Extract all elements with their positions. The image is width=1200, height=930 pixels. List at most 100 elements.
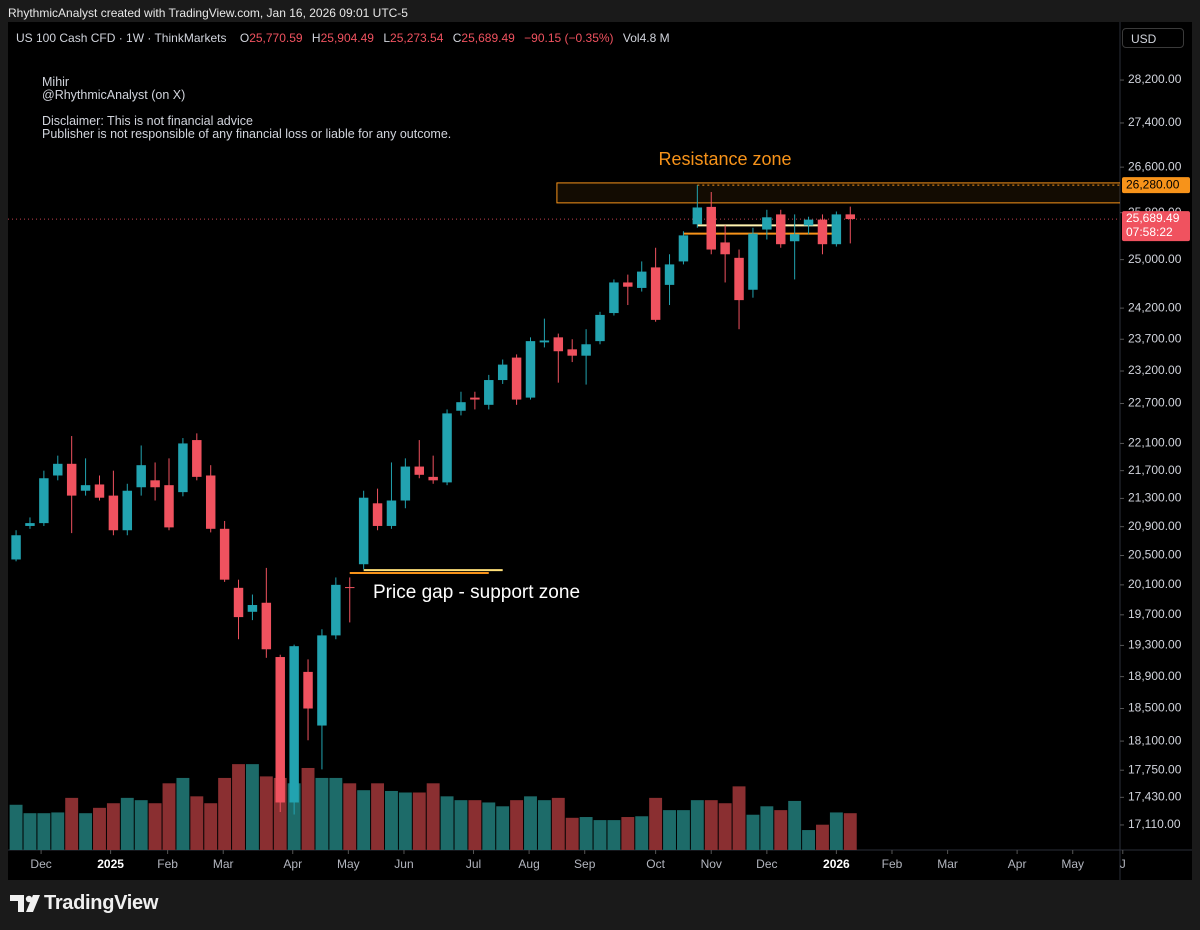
axes: 28,200.0027,400.0026,600.0025,800.0025,0… — [30, 72, 1181, 871]
x-tick-label: Sep — [574, 857, 596, 871]
candle-body — [803, 219, 814, 226]
candle-body — [53, 463, 63, 476]
candle-body — [94, 484, 105, 498]
candle-body — [720, 242, 730, 255]
volume-bar — [176, 777, 190, 850]
candle-body — [706, 206, 716, 250]
y-tick-label: 19,300.00 — [1128, 638, 1182, 652]
candles — [11, 185, 855, 815]
author-note: Mihir @RhythmicAnalyst (on X) Disclaimer… — [42, 76, 451, 141]
volume-bar — [190, 796, 204, 850]
candle-body — [553, 337, 564, 352]
volume-bar — [412, 792, 426, 850]
x-tick-label: Aug — [518, 857, 539, 871]
candle-body — [678, 235, 689, 262]
candle-body — [192, 440, 202, 477]
volume-bar — [829, 812, 843, 850]
y-tick-label: 21,700.00 — [1128, 463, 1182, 477]
candle-body — [205, 475, 216, 529]
note-line: @RhythmicAnalyst (on X) — [42, 88, 186, 102]
volume-bar — [732, 786, 746, 850]
y-tick-label: 20,500.00 — [1128, 548, 1182, 562]
volume-bar — [357, 790, 371, 850]
candle-body — [331, 584, 341, 636]
x-tick-label: Mar — [213, 857, 234, 871]
volume-bar — [802, 830, 816, 850]
volume-bar — [218, 777, 232, 850]
candle-body — [650, 267, 661, 320]
symbol-header: US 100 Cash CFD · 1W · ThinkMarkets O25,… — [16, 31, 670, 45]
candle-body — [136, 465, 146, 488]
volume-bar — [843, 813, 857, 850]
y-tick-label: 17,110.00 — [1128, 817, 1181, 831]
candle-body — [817, 219, 828, 245]
x-tick-label: Apr — [283, 857, 302, 871]
legend-change: −90.15 (−0.35%) — [524, 31, 614, 45]
x-tick-label: Dec — [756, 857, 777, 871]
candle-body — [247, 605, 258, 612]
volume-bar — [204, 803, 218, 850]
volume-bar — [496, 806, 510, 850]
legend-value: 25,770.59 — [249, 31, 303, 45]
volume-bar — [482, 802, 496, 850]
brand-name: TradingView — [44, 892, 159, 914]
legend-key: C — [452, 31, 462, 45]
volume-bar — [607, 820, 621, 850]
candle-body — [386, 500, 397, 526]
currency-button[interactable]: USD — [1122, 28, 1184, 48]
candle-body — [484, 380, 494, 405]
legend-key: L — [383, 31, 391, 45]
volume-bar — [245, 764, 259, 850]
candle-body — [289, 646, 299, 803]
y-tick-label: 25,000.00 — [1128, 252, 1182, 266]
x-tick-label: Apr — [1008, 857, 1027, 871]
legend-value: 25,273.54 — [390, 31, 444, 45]
volume-bar — [23, 813, 37, 850]
candle-body — [567, 349, 577, 356]
y-tick-label: 22,100.00 — [1128, 436, 1182, 450]
volume-bar — [621, 817, 635, 850]
candle-body — [358, 497, 369, 565]
volume-bar — [315, 777, 329, 850]
volume-bar — [106, 803, 120, 850]
topbar-text: RhythmicAnalyst created with TradingView… — [8, 6, 408, 20]
candle-body — [345, 587, 355, 589]
volume-bar — [565, 817, 579, 850]
y-tick-label: 20,100.00 — [1128, 577, 1182, 591]
last-price-label: 25,689.49 — [1126, 211, 1180, 225]
y-tick-label: 17,750.00 — [1128, 762, 1182, 776]
support-label: Price gap - support zone — [373, 582, 580, 603]
y-tick-label: 27,400.00 — [1128, 115, 1182, 129]
candle-body — [25, 523, 35, 526]
candle-body — [303, 671, 313, 709]
volume-bar — [593, 820, 607, 850]
volume-bar — [371, 783, 385, 850]
volume-bar — [51, 812, 65, 850]
candle-body — [664, 264, 675, 285]
candle-body — [623, 282, 633, 287]
volume-bar — [663, 810, 676, 850]
x-tick-label: Jul — [466, 857, 481, 871]
y-tick-label: 19,700.00 — [1128, 607, 1182, 621]
volume-bar — [690, 800, 704, 850]
candle-body — [164, 485, 174, 528]
x-tick-label: Feb — [157, 857, 178, 871]
volume-bar — [551, 797, 565, 850]
candle-body — [442, 413, 452, 483]
last-price-tag — [1122, 211, 1190, 242]
y-tick-label: 18,500.00 — [1128, 701, 1182, 715]
volume-bar — [426, 783, 440, 850]
volume-bar — [93, 807, 106, 850]
volume-bar — [232, 764, 245, 850]
x-tick-label: Feb — [882, 857, 903, 871]
candle-body — [581, 344, 591, 356]
volume-bar — [454, 800, 468, 850]
volume-bar — [774, 810, 788, 850]
x-tick-label: J — [1120, 857, 1126, 871]
candle-body — [80, 485, 91, 491]
volume-bar — [398, 792, 412, 850]
candle-body — [233, 587, 244, 618]
candle-body — [776, 214, 786, 245]
